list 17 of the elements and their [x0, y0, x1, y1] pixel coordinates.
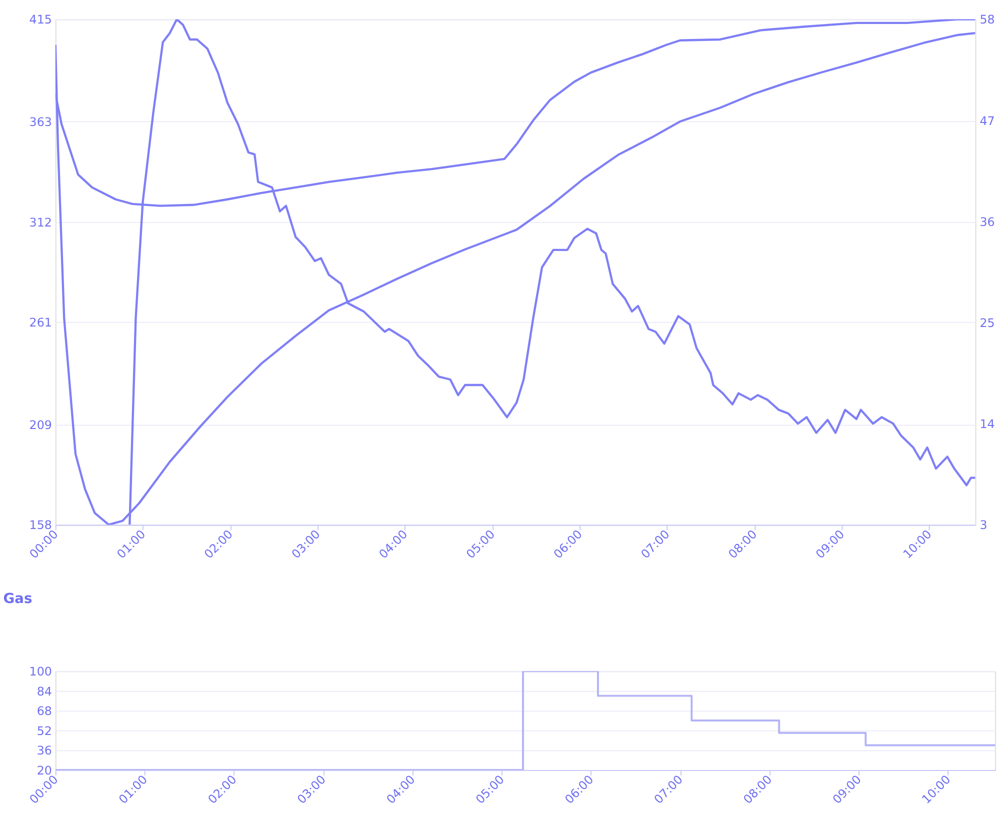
y2-tick-label: 25 [980, 316, 995, 330]
y2-tick-label: 47 [980, 114, 995, 128]
y-tick-label: 100 [29, 664, 52, 679]
y-tick-label: 52 [36, 724, 52, 738]
y2-tick-label: 36 [980, 214, 995, 229]
y-tick-label: 36 [36, 744, 52, 758]
y2-tick-label: 14 [980, 417, 995, 432]
chart-title: Gas [3, 590, 32, 607]
y-tick-label: 209 [29, 418, 52, 432]
y2-tick-label: 3 [980, 518, 988, 532]
y2-tick-label: 58 [980, 12, 995, 27]
y-tick-label: 312 [29, 215, 52, 230]
y-tick-label: 68 [36, 704, 52, 718]
y-tick-label: 84 [36, 684, 52, 698]
y-tick-label: 415 [29, 12, 52, 27]
y-tick-label: 261 [29, 316, 52, 330]
y-tick-label: 363 [29, 114, 52, 129]
